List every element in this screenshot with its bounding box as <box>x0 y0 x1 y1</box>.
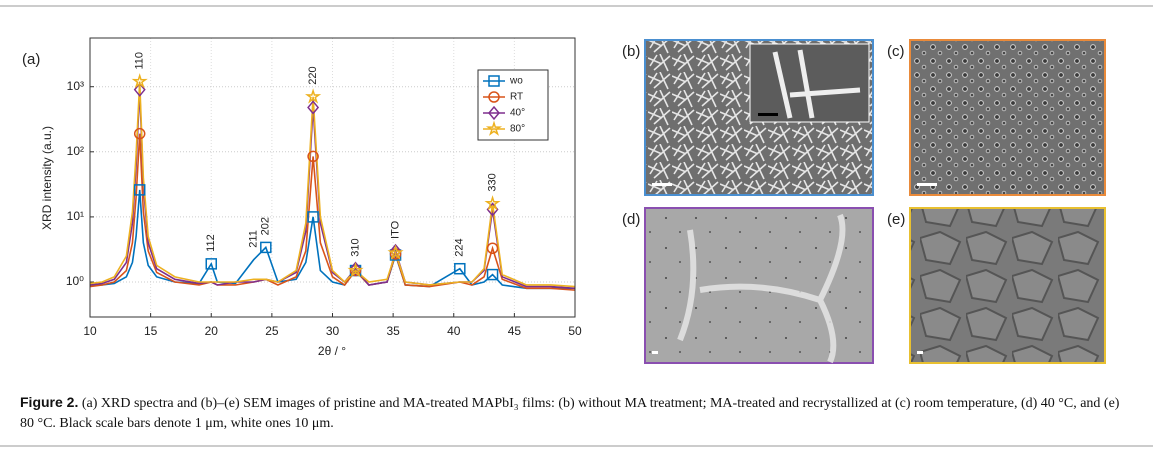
x-tick-label: 20 <box>205 324 219 338</box>
y-axis-label: XRD intensity (a.u.) <box>40 126 54 230</box>
marker <box>486 268 499 281</box>
peak-annotation: 112 <box>205 234 217 252</box>
y-tick-label: 10³ <box>67 79 84 93</box>
peak-annotation: ITO <box>389 220 401 239</box>
inset-texture <box>772 49 861 119</box>
scale-bar <box>758 113 778 116</box>
marker <box>389 243 402 259</box>
marker <box>484 195 501 211</box>
sem-image <box>909 39 1106 196</box>
x-tick-label: 25 <box>265 324 279 338</box>
x-tick-label: 30 <box>326 324 340 338</box>
scale-bar <box>917 183 937 186</box>
legend-marker <box>488 105 500 121</box>
marker <box>486 242 499 254</box>
legend-label: wo <box>509 76 523 87</box>
marker <box>349 261 362 276</box>
marker <box>260 241 272 254</box>
peak-annotation: 202 <box>260 217 272 235</box>
peak-annotation: 310 <box>349 238 361 256</box>
panel-label: (b) <box>622 43 640 60</box>
y-tick-label: 10⁰ <box>66 274 84 288</box>
y-tick-label: 10² <box>67 144 84 158</box>
marker <box>307 100 320 115</box>
legend-marker <box>488 91 500 103</box>
sem-image <box>909 207 1106 364</box>
x-tick-label: 15 <box>144 324 158 338</box>
x-axis-label: 2θ / ° <box>318 344 346 358</box>
marker <box>454 262 466 275</box>
marker <box>305 88 322 104</box>
marker <box>131 73 148 89</box>
marker <box>133 82 146 97</box>
peak-annotation: 211 <box>248 230 260 248</box>
marker <box>347 262 364 278</box>
caption: Figure 2. (a) XRD spectra and (b)–(e) SE… <box>20 392 1130 434</box>
scale-bar <box>917 351 923 354</box>
peak-annotation: 224 <box>454 238 466 256</box>
legend-marker <box>488 75 500 87</box>
x-tick-label: 45 <box>508 324 522 338</box>
peak-annotation: 110 <box>134 52 146 70</box>
scale-bar <box>652 351 658 354</box>
marker <box>133 184 146 196</box>
scale-bar <box>652 183 672 186</box>
marker <box>307 211 319 223</box>
y-tick-label: 10¹ <box>67 209 84 223</box>
x-tick-label: 10 <box>83 324 97 338</box>
legend-label: 80° <box>510 124 525 135</box>
marker <box>205 258 217 270</box>
peak-annotation: 220 <box>307 66 319 84</box>
marker <box>387 244 404 260</box>
series-line <box>89 81 576 288</box>
panel-label: (c) <box>887 43 905 60</box>
legend-label: 40° <box>510 108 525 119</box>
panel-label: (d) <box>622 211 640 228</box>
caption-text: (a) XRD spectra and (b)–(e) SEM images o… <box>20 396 1120 431</box>
legend-label: RT <box>510 92 523 103</box>
x-tick-label: 50 <box>568 324 582 338</box>
x-tick-label: 35 <box>386 324 400 338</box>
panel-label: (a) <box>22 51 40 68</box>
marker <box>133 127 146 140</box>
panel-label: (e) <box>887 211 905 228</box>
legend-marker <box>485 120 503 136</box>
marker <box>307 150 319 163</box>
peak-annotation: 330 <box>486 173 498 191</box>
series-line <box>89 133 576 291</box>
plot-frame <box>89 37 576 318</box>
x-tick-label: 40 <box>447 324 461 338</box>
grain-boundary <box>677 213 846 364</box>
caption-label: Figure 2. <box>20 394 79 410</box>
